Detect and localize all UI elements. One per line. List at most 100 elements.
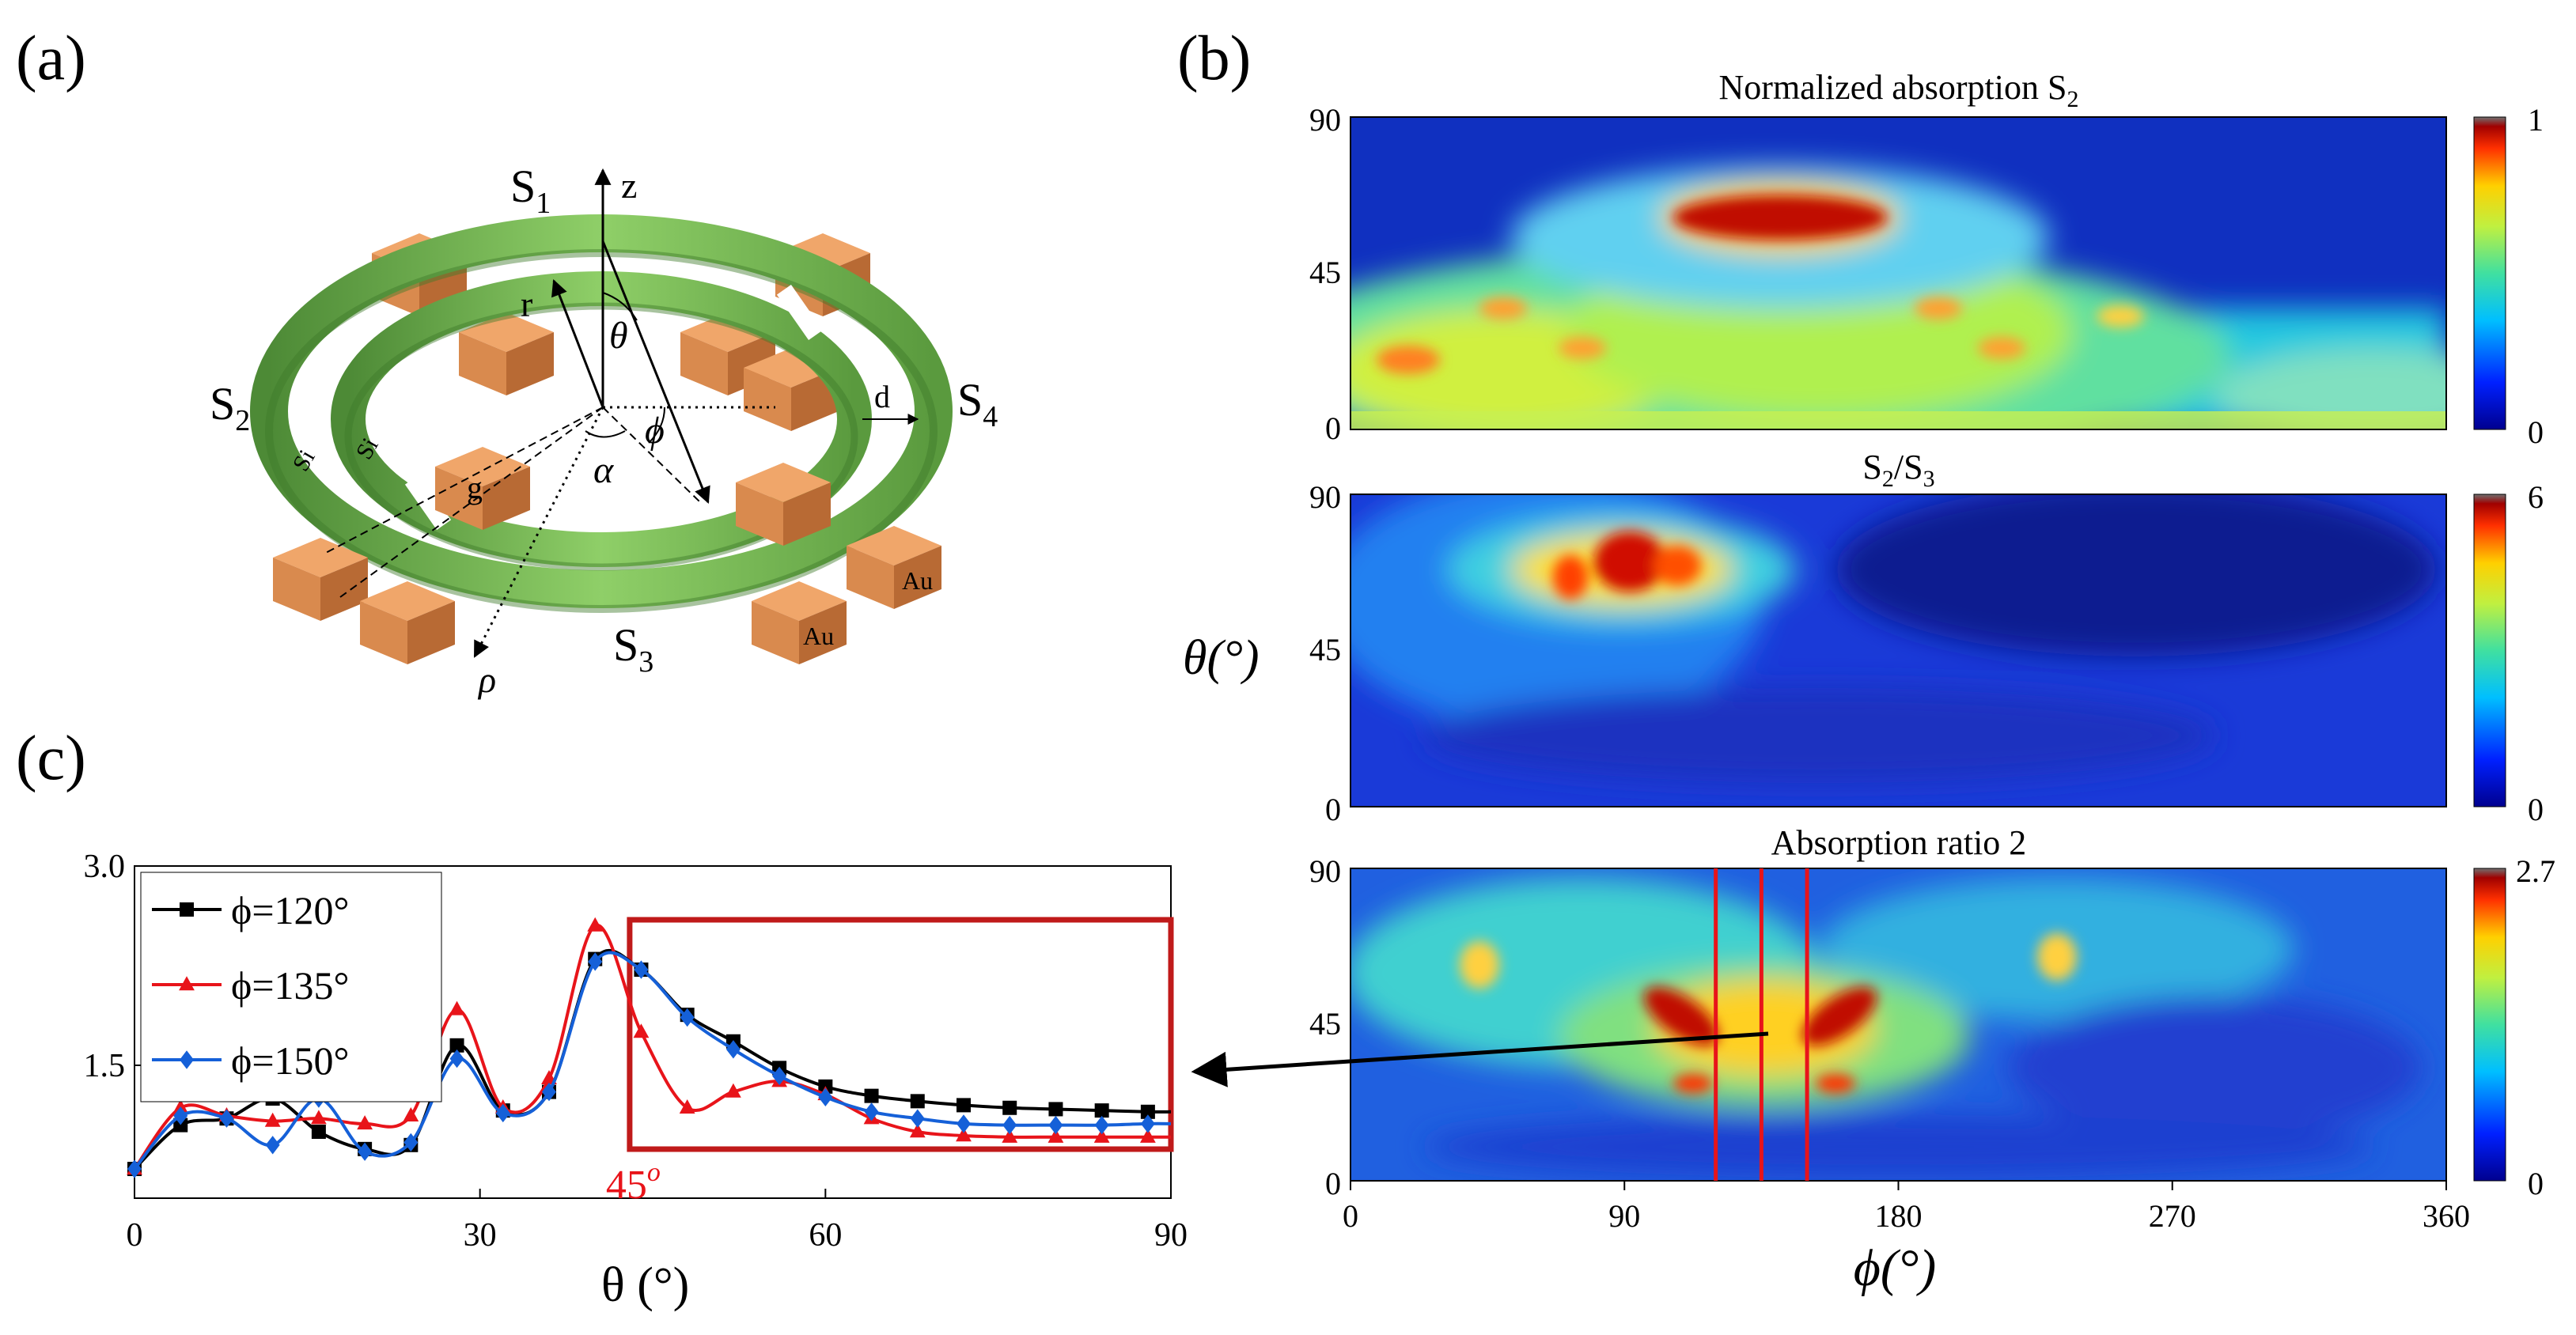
data-point	[1094, 1115, 1109, 1135]
connector-arrow	[1191, 1031, 1769, 1087]
heatmap-title: Absorption ratio 2	[1771, 823, 2027, 862]
data-point	[449, 1049, 464, 1068]
heatmap-hotspot	[1594, 531, 1665, 592]
data-point	[634, 960, 649, 979]
data-point	[910, 1094, 925, 1109]
data-point	[173, 1106, 188, 1125]
data-point	[909, 1123, 926, 1138]
k-vector	[601, 240, 710, 504]
y-tick: 90	[1309, 479, 1341, 515]
data-point	[1048, 1102, 1063, 1117]
ring-resonator-diagram: S1 S2 S3 S4 z r ρ θ ϕ α d g Si Si Au Au	[210, 161, 998, 700]
data-point	[403, 1107, 419, 1122]
dim-label-d: d	[874, 379, 890, 414]
data-point	[1094, 1103, 1109, 1118]
y-axis-label: θ(°)	[1183, 631, 1260, 685]
data-point	[172, 1099, 189, 1114]
x-axis-label: θ (°)	[601, 1258, 689, 1312]
data-point	[1048, 1115, 1063, 1135]
legend-label: ϕ=150°	[231, 1038, 350, 1083]
colorbar-max: 6	[2528, 479, 2544, 515]
gold-block	[847, 526, 941, 609]
x-tick: 90	[1608, 1198, 1640, 1234]
angle-label-alpha: α	[593, 449, 614, 491]
angle-label-phi: ϕ	[645, 410, 665, 452]
data-point	[180, 902, 194, 917]
y-tick: 45	[1309, 632, 1341, 668]
data-point	[495, 1103, 510, 1123]
data-point	[311, 1125, 326, 1139]
colorbar-min: 0	[2528, 414, 2544, 450]
y-tick: 1.5	[84, 1048, 126, 1084]
colorbar	[2473, 494, 2506, 807]
x-tick: 0	[127, 1217, 143, 1254]
heatmap-title: Normalized absorption S2	[1719, 68, 2079, 112]
data-point	[449, 1000, 465, 1015]
colorbar-min: 0	[2528, 792, 2544, 827]
data-point	[864, 1088, 879, 1103]
colorbar-max: 1	[2528, 102, 2544, 138]
data-point	[1140, 1114, 1155, 1133]
legend-label: ϕ=135°	[231, 963, 350, 1008]
annotation-45: 45o	[606, 1158, 661, 1208]
line-chart: 0 30 60 90 3.0 1.5 ϕ=120° ϕ=135° ϕ=150° 45o θ (…	[84, 849, 1188, 1312]
y-tick: 0	[1325, 1166, 1341, 1201]
colorbar	[2473, 868, 2506, 1182]
data-point	[179, 976, 195, 991]
axis-label-rho: ρ	[477, 660, 496, 700]
gold-block	[435, 447, 530, 530]
data-point	[725, 1083, 741, 1098]
data-point	[173, 1118, 188, 1133]
outer-ring	[250, 214, 953, 608]
angle-label-theta: θ	[609, 315, 628, 357]
data-point	[1047, 1128, 1064, 1143]
x-tick: 0	[1343, 1198, 1358, 1234]
heatmap-s2-s3-ratio: S2/S3 6 0 90 45 0 θ(°)	[1183, 448, 2544, 827]
x-axis-label: ϕ(°)	[1854, 1239, 1937, 1297]
colorbar-min: 0	[2528, 1166, 2544, 1201]
y-tick: 0	[1325, 792, 1341, 827]
y-tick: 45	[1309, 1006, 1341, 1042]
data-point	[264, 1112, 281, 1127]
data-point	[864, 1102, 879, 1121]
data-point	[449, 1038, 464, 1053]
data-point	[1002, 1115, 1017, 1135]
x-tick: 180	[1875, 1198, 1923, 1234]
gold-block	[752, 581, 847, 664]
r-vector	[551, 279, 604, 408]
data-point	[1093, 1128, 1110, 1143]
panel-label-a: (a)	[16, 24, 86, 93]
data-point	[219, 1109, 234, 1128]
dim-label-g: g	[467, 470, 483, 505]
highlight-box	[627, 917, 1174, 1152]
x-tick: 30	[464, 1217, 497, 1254]
heatmap-absorption-ratio: Absorption ratio 2 2.7 0	[1309, 823, 2555, 1297]
x-tick: 270	[2149, 1198, 2196, 1234]
legend-label: ϕ=120°	[231, 888, 350, 932]
heatmap-title: S2/S3	[1862, 448, 1934, 492]
data-point	[1002, 1100, 1017, 1115]
y-tick: 90	[1309, 102, 1341, 138]
inner-ring	[331, 271, 872, 567]
data-point	[1140, 1104, 1155, 1119]
material-label-au: Au	[902, 566, 933, 595]
data-point	[956, 1127, 972, 1142]
data-point	[818, 1087, 833, 1107]
segment-label-s3: S3	[613, 619, 653, 679]
data-point	[403, 1133, 419, 1152]
heatmap-hotspot	[1801, 986, 1877, 1046]
data-point	[587, 917, 604, 932]
colorbar	[2473, 116, 2506, 430]
gold-block	[360, 581, 455, 664]
data-point	[957, 1114, 971, 1133]
data-point	[725, 1040, 741, 1059]
y-tick: 3.0	[84, 849, 126, 885]
data-point	[957, 1098, 971, 1113]
y-tick: 0	[1325, 410, 1341, 446]
y-tick: 45	[1309, 255, 1341, 290]
x-tick: 60	[809, 1217, 842, 1254]
data-point	[265, 1136, 280, 1155]
data-point	[358, 1142, 373, 1161]
panel-label-b: (b)	[1177, 24, 1251, 93]
